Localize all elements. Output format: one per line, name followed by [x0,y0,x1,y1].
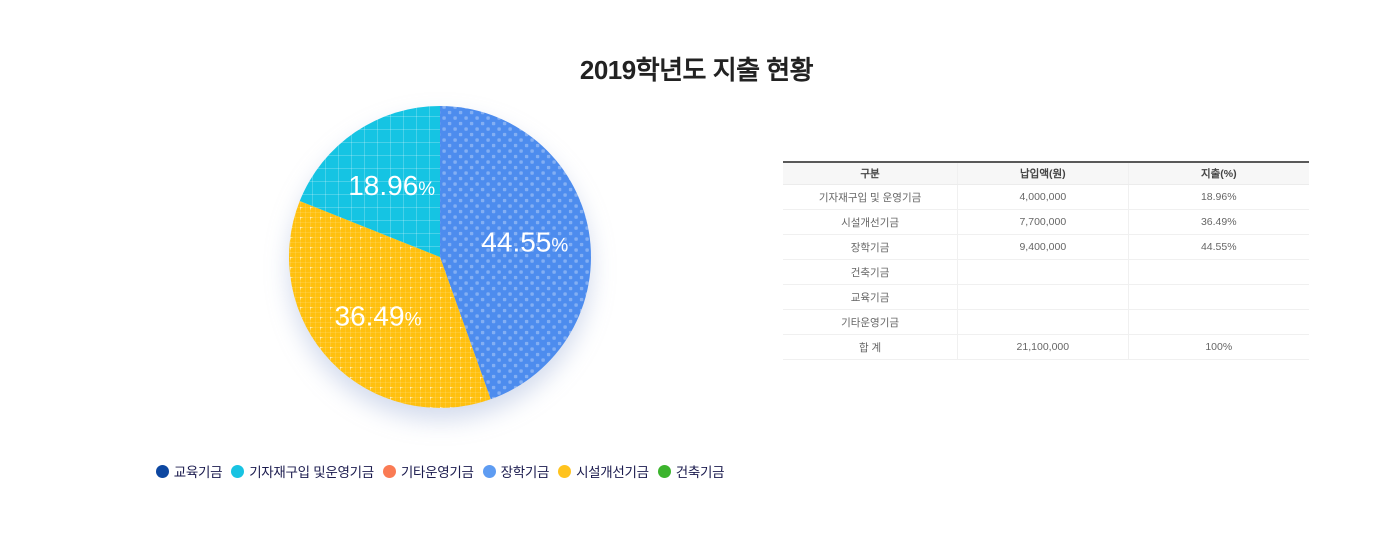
table-cell: 21,100,000 [957,334,1129,360]
table-row: 장학기금 9,400,000 44.55% [783,234,1309,260]
table-header-row: 구분 납입액(원) 지출(%) [783,162,1309,185]
table-cell [957,259,1129,285]
table-cell: 100% [1127,334,1309,360]
legend-item-0[interactable]: 교육기금 [155,461,223,481]
legend-label: 교육기금 [173,465,223,480]
pie-slice-0[interactable] [440,106,591,400]
table-cell: 합 계 [783,334,958,360]
table-cell [1127,309,1309,335]
legend-item-1[interactable]: 기자재구입 및운영기금 [231,461,374,481]
table-cell [1127,259,1309,285]
table-row: 기타운영기금 [783,309,1309,335]
table-row: 교육기금 [783,284,1309,310]
legend-label: 기자재구입 및운영기금 [249,465,374,480]
legend-dot-icon [155,464,169,478]
legend-item-5[interactable]: 건축기금 [657,461,725,481]
pie-chart: 44.55%36.49%18.96% [288,106,591,408]
table-cell: 교육기금 [783,284,958,310]
table-cell [957,284,1129,310]
table-cell: 기자재구입 및 운영기금 [783,184,958,210]
column-header-0: 구분 [783,162,958,185]
legend-dot-icon [558,464,572,478]
table-row: 건축기금 [783,259,1309,285]
legend-dot-icon [482,464,496,478]
table-cell [957,309,1129,335]
table-cell: 36.49% [1127,209,1309,235]
table-cell: 기타운영기금 [783,309,958,335]
legend-label: 건축기금 [675,465,725,480]
table-cell: 9,400,000 [957,234,1129,260]
table-cell: 장학기금 [783,234,958,260]
table-cell: 18.96% [1127,184,1309,210]
table-cell: 시설개선기금 [783,209,958,235]
legend-item-2[interactable]: 기타운영기금 [382,461,474,481]
column-header-2: 지출(%) [1127,162,1309,185]
table-cell [1127,284,1309,310]
pie-slice-1[interactable] [288,201,491,408]
table-cell: 건축기금 [783,259,958,285]
table-row: 시설개선기금 7,700,000 36.49% [783,209,1309,235]
legend-item-4[interactable]: 시설개선기금 [558,461,649,481]
page-title: 2019학년도 지출 현황 [579,55,814,85]
fund-table: 구분 납입액(원) 지출(%) 기자재구입 및 운영기금 4,000,000 18.96… [783,161,1309,360]
legend-label: 기타운영기금 [400,465,474,480]
legend-label: 장학기금 [500,465,550,480]
chart-legend: 교육기금 기자재구입 및운영기금 기타운영기금 장학기금 시설개선기금 건축기금 [0,461,880,481]
legend-dot-icon [231,464,245,478]
table-row: 합 계 21,100,000 100% [783,334,1309,360]
legend-dot-icon [382,464,396,478]
table-cell: 44.55% [1127,234,1309,260]
column-header-1: 납입액(원) [957,162,1129,185]
legend-dot-icon [657,464,671,478]
legend-label: 시설개선기금 [576,465,649,480]
table-cell: 4,000,000 [957,184,1129,210]
pie-slice-2[interactable] [299,106,440,257]
table-row: 기자재구입 및 운영기금 4,000,000 18.96% [783,184,1309,210]
legend-item-3[interactable]: 장학기금 [482,461,550,481]
table-cell: 7,700,000 [957,209,1129,235]
